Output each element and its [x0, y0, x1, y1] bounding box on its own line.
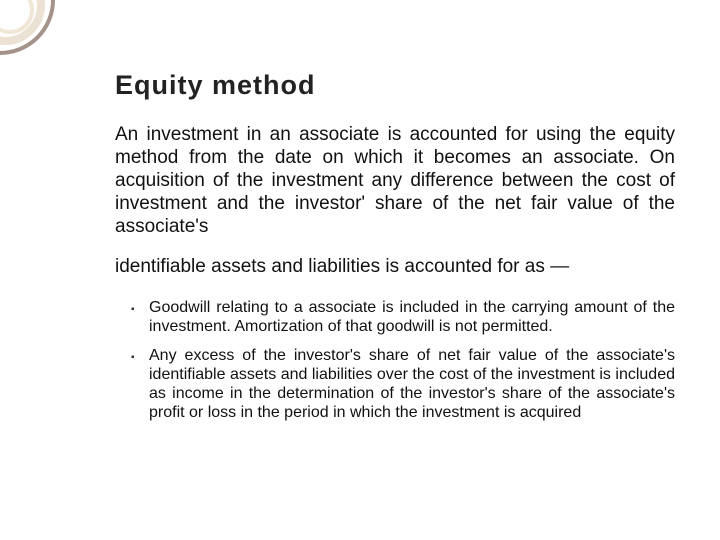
bullet-item-2: Any excess of the investor's share of ne… [131, 346, 675, 422]
slide-title: Equity method [115, 70, 675, 101]
bullet-item-1: Goodwill relating to a associate is incl… [131, 298, 675, 336]
paragraph-2: identifiable assets and liabilities is a… [115, 252, 675, 282]
bullet-list: Goodwill relating to a associate is incl… [115, 298, 675, 422]
corner-decoration [0, 0, 80, 80]
paragraph-1: An investment in an associate is account… [115, 123, 675, 238]
slide-content: Equity method An investment in an associ… [115, 70, 675, 432]
deco-ring-small [0, 0, 34, 34]
deco-ring-large [0, 0, 55, 55]
deco-ring-mid [0, 0, 45, 45]
